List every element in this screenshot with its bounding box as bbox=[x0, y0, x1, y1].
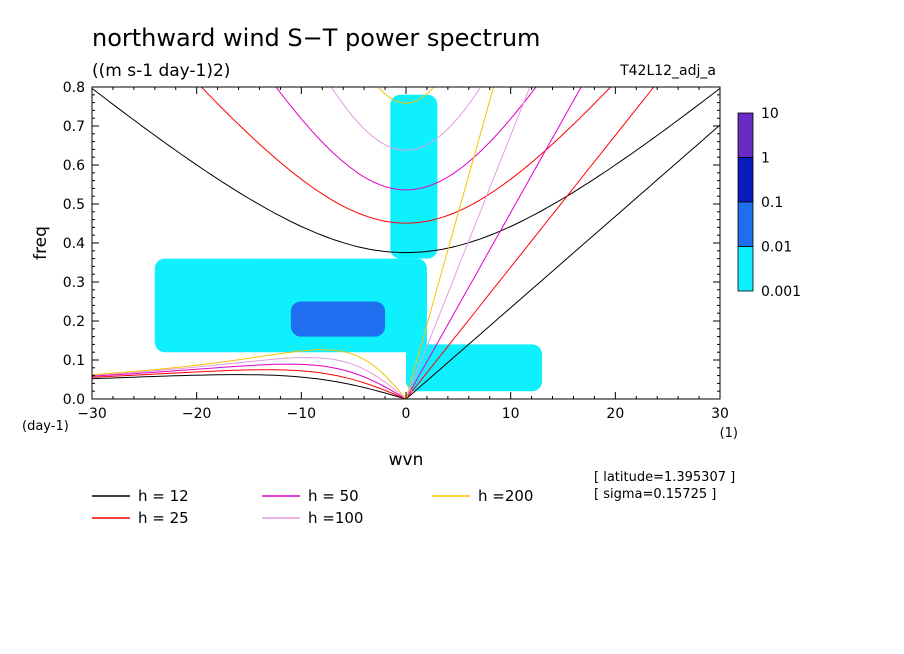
x-axis-label: wvn bbox=[389, 450, 424, 470]
x-unit-label: (1) bbox=[720, 426, 738, 441]
colorbar-level-label: 0.001 bbox=[761, 284, 801, 300]
y-tick-label: 0.8 bbox=[63, 80, 85, 96]
power-shading bbox=[154, 94, 543, 392]
x-axis: −30 −20 −10 0 10 20 30 bbox=[77, 87, 729, 422]
x-tick-label: −30 bbox=[77, 406, 107, 422]
colorbar-swatch-4 bbox=[737, 246, 754, 292]
colorbar-swatch-3 bbox=[737, 201, 754, 247]
curve-50-kelvin bbox=[405, 87, 582, 399]
curve-200-gravity bbox=[377, 87, 435, 104]
curve-12-rossby bbox=[92, 374, 407, 399]
dispersion-curves bbox=[92, 87, 720, 399]
curve-100-kelvin bbox=[405, 87, 531, 399]
curve-12-kelvin bbox=[405, 124, 720, 399]
x-tick-label: −20 bbox=[182, 406, 212, 422]
sigma-annotation: [ sigma=0.15725 ] bbox=[594, 487, 716, 502]
legend-label-5: h =200 bbox=[478, 487, 533, 505]
colorbar-level-label: 10 bbox=[761, 106, 779, 122]
curve-200-kelvin bbox=[405, 87, 495, 399]
plot-area: −30 −20 −10 0 10 20 30 0.00.10.20.30.40.50.60.… bbox=[63, 80, 729, 422]
chart-subtitle: ((m s-1 day-1)2) bbox=[92, 61, 230, 81]
latitude-annotation: [ latitude=1.395307 ] bbox=[594, 470, 735, 485]
curve-50-gravity bbox=[275, 87, 537, 191]
shaded-region-3 bbox=[406, 344, 543, 392]
shaded-region-1 bbox=[154, 258, 427, 353]
shaded-region-4 bbox=[290, 301, 386, 337]
x-tick-label: 30 bbox=[711, 406, 729, 422]
x-tick-label: 20 bbox=[606, 406, 624, 422]
legend-label-1: h = 12 bbox=[138, 487, 189, 505]
x-tick-label: 10 bbox=[502, 406, 520, 422]
colorbar-level-label: 0.01 bbox=[761, 240, 792, 256]
curve-100-gravity bbox=[330, 87, 482, 151]
x-tick-label: 0 bbox=[402, 406, 411, 422]
colorbar-swatch-2 bbox=[737, 157, 754, 203]
run-label: T42L12_adj_a bbox=[619, 63, 716, 79]
y-tick-label: 0.7 bbox=[63, 119, 85, 135]
y-axis: 0.0 0.1 0.2 0.3 0.4 0.5 0.6 0.7 0.8 bbox=[63, 80, 720, 408]
y-tick-label: 0.6 bbox=[63, 158, 85, 174]
legend: h = 12 h = 25 h = 50 h =100 h =200 bbox=[92, 487, 533, 527]
colorbar-level-label: 1 bbox=[761, 151, 770, 167]
y-tick-label: 0.2 bbox=[63, 314, 85, 330]
chart-title: northward wind S−T power spectrum bbox=[92, 24, 540, 52]
y-tick-label: 0.5 bbox=[63, 197, 85, 213]
curve-25-rossby bbox=[92, 369, 407, 399]
curve-12-gravity bbox=[92, 88, 720, 254]
y-tick-label: 0.1 bbox=[63, 353, 85, 369]
legend-label-3: h = 50 bbox=[308, 487, 359, 505]
y-tick-label: 0.3 bbox=[63, 275, 85, 291]
x-tick-label: −10 bbox=[287, 406, 317, 422]
curve-50-rossby bbox=[92, 363, 407, 399]
y-tick-label: 0.0 bbox=[63, 392, 85, 408]
legend-label-4: h =100 bbox=[308, 509, 363, 527]
colorbar-level-label: 0.1 bbox=[761, 195, 783, 211]
curve-25-gravity bbox=[200, 87, 612, 224]
shaded-region-2 bbox=[390, 94, 438, 259]
curve-100-rossby bbox=[92, 356, 407, 399]
curve-200-rossby bbox=[92, 349, 407, 399]
y-axis-label: freq bbox=[31, 226, 51, 260]
colorbar-swatch-1 bbox=[737, 112, 754, 158]
y-unit-label: (day-1) bbox=[22, 419, 69, 434]
y-tick-label: 0.4 bbox=[63, 236, 85, 252]
legend-label-2: h = 25 bbox=[138, 509, 189, 527]
curve-25-kelvin bbox=[405, 87, 655, 399]
colorbar: 10 1 0.1 0.01 0.001 bbox=[737, 106, 801, 300]
